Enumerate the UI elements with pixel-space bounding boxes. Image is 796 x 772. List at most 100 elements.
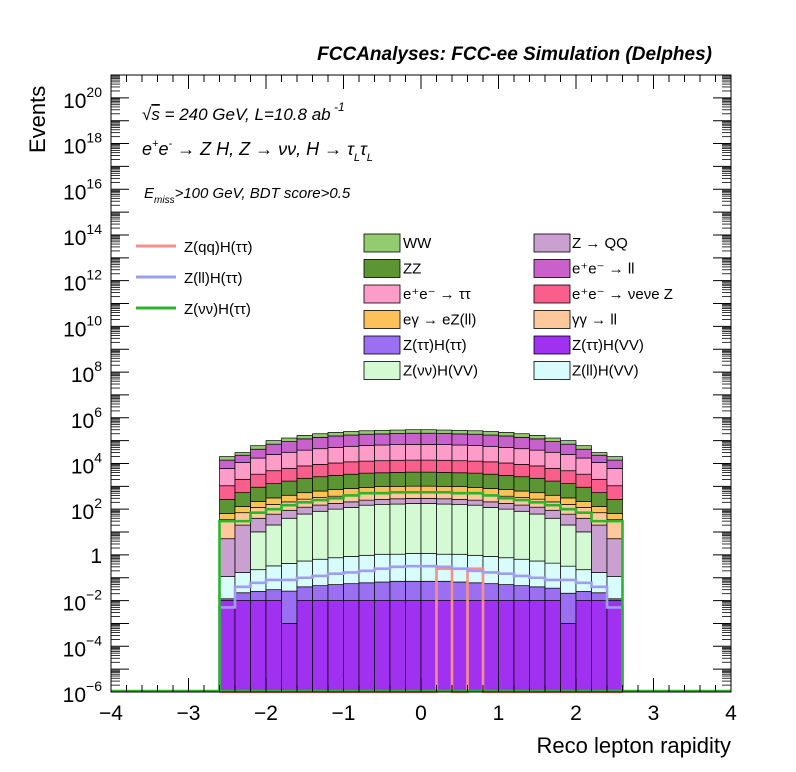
bar-z-h-vv-bin-11 [389,503,406,555]
bar-zz-bin-19 [513,476,530,492]
bar-e-ez-ll-bin-0 [219,513,236,520]
legend-label-ww: WW [403,235,432,252]
bar-z-h-bin-15 [451,581,468,601]
bar-e-e-ll-bin-17 [482,434,499,447]
bar-z-qq-bin-20 [529,506,546,515]
bar-z-h-vv-bin-23 [575,600,592,693]
bar-zz-bin-5 [296,477,313,494]
bar-e-e-bin-20 [529,449,546,467]
bar-ll-bin-1 [234,512,251,526]
y-tick-label: 10−4 [63,632,103,661]
legend-swatch-z-qq [533,233,571,253]
x-tick-label: −2 [254,702,278,725]
bar-z-ll-h-vv-bin-23 [575,569,592,592]
bar-z-qq-bin-17 [482,501,499,508]
y-tick-label: 10−6 [63,678,103,707]
bar-z-h-vv-bin-5 [296,600,313,693]
y-tick-label: 1016 [63,175,102,204]
bar-ww-bin-18 [498,432,515,437]
bar-ll-bin-11 [389,492,406,500]
bar-z-h-vv-bin-25 [606,600,623,693]
y-tick-label: 102 [71,495,102,524]
legend-label-e-e: e⁺e⁻ → ττ [403,286,471,303]
stacked-histogram [219,429,623,693]
bar-z-h-vv-bin-2 [250,531,267,571]
bar-z-qq-bin-5 [296,506,313,515]
legend-label-ll: γγ → ll [572,312,617,329]
bar-z-h-vv-bin-17 [482,507,499,557]
bar-z-qq-bin-16 [467,499,484,506]
y-tick-label: 104 [71,449,102,478]
bar-e-e-e-e-z-bin-25 [606,485,623,500]
bar-zz-bin-8 [343,473,360,489]
bar-z-h-vv-bin-7 [327,600,344,693]
bar-e-e-e-e-z-bin-20 [529,465,546,479]
legend-swatch-ww [363,233,401,253]
bar-z-ll-h-vv-bin-18 [498,557,515,585]
annotation-cuts: Emiss>100 GeV, BDT score>0.5 [144,185,351,206]
y-tick-label: 1018 [63,130,102,159]
bar-z-h-bin-11 [389,580,406,601]
bar-z-h-vv-bin-17 [482,600,499,693]
bar-e-e-bin-17 [482,445,499,463]
bar-e-e-bin-7 [327,447,344,464]
bar-zz-bin-14 [436,472,453,487]
bar-zz-bin-7 [327,475,344,490]
bar-ww-bin-17 [482,431,499,436]
y-tick-label: 1 [90,545,102,568]
bar-z-h-vv-bin-16 [467,600,484,693]
bar-ww-bin-16 [467,430,484,435]
bar-ll-bin-12 [405,492,422,499]
bar-zz-bin-6 [312,476,329,492]
bar-z-h-vv-bin-5 [296,513,313,562]
legend-label-z-h-vv: Z(νν)H(VV) [403,363,478,380]
bar-e-e-e-e-z-bin-15 [451,460,468,474]
bar-e-e-ll-bin-19 [513,436,530,450]
bar-ll-bin-25 [606,519,623,540]
bar-zz-bin-3 [265,483,282,499]
bar-z-qq-bin-7 [327,502,344,510]
bar-z-h-vv-bin-15 [451,504,468,555]
bar-e-ez-ll-bin-3 [265,497,282,505]
bar-e-e-ll-bin-1 [234,454,251,463]
bar-e-ez-ll-bin-23 [575,501,592,508]
y-tick-label: 10−2 [63,587,103,616]
bar-e-e-ll-bin-21 [544,441,561,453]
bar-ww-bin-20 [529,435,546,440]
x-axis-label: Reco lepton rapidity [537,733,731,758]
legend: Z(qq)H(ττ) Z(ll)H(ττ) Z(νν)H(ττ) WW ZZ e⁺e⁻ →… [136,233,673,380]
bar-ww-bin-0 [219,456,236,461]
bar-z-h-vv-bin-20 [529,600,546,693]
legend-label-z-qq: Z → QQ [572,235,628,252]
bar-ww-bin-12 [405,429,422,434]
bar-e-e-e-e-z-bin-24 [591,478,608,493]
bar-e-e-ll-bin-12 [405,432,422,445]
bar-e-e-ll-bin-7 [327,435,344,448]
bar-ww-bin-24 [591,452,608,456]
bar-e-e-bin-22 [560,454,577,472]
bar-z-h-vv-bin-9 [358,504,375,556]
bar-e-e-ll-bin-9 [358,433,375,446]
bar-e-ez-ll-bin-2 [250,501,267,508]
bar-e-e-bin-9 [358,444,375,462]
bar-ww-bin-2 [250,445,267,450]
bar-zz-bin-20 [529,477,546,494]
bar-z-h-vv-bin-19 [513,600,530,693]
legend-swatch-zz [363,259,401,278]
bar-z-qq-bin-24 [591,524,608,573]
bar-z-h-bin-20 [529,586,546,601]
bar-e-e-e-e-z-bin-0 [219,485,236,500]
bar-e-e-ll-bin-8 [343,434,360,447]
bar-z-h-bin-9 [358,582,375,601]
bar-z-h-vv-bin-22 [560,524,577,567]
svg-text:√s = 240 GeV, L=10.8 ab -1: √s = 240 GeV, L=10.8 ab -1 [142,100,345,124]
bar-z-ll-h-vv-bin-5 [296,560,313,588]
bar-ll-bin-0 [219,519,236,540]
bar-e-e-ll-bin-2 [250,448,267,459]
bar-e-e-bin-10 [374,444,391,462]
bar-e-e-ll-bin-10 [374,433,391,446]
bar-z-qq-bin-21 [544,509,561,519]
bar-z-h-bin-5 [296,586,313,601]
bar-z-qq-bin-12 [405,498,422,504]
legend-label-z-h: Z(νν)H(ττ) [184,301,251,318]
